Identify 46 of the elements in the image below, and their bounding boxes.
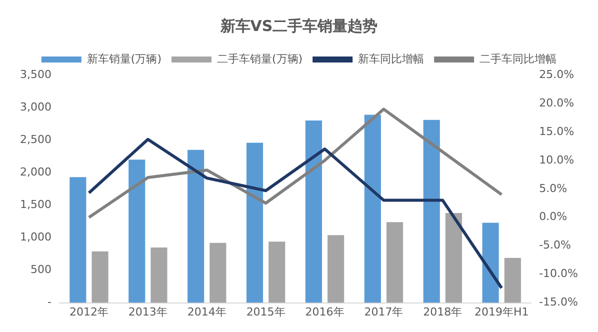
bar xyxy=(364,114,381,303)
y2-tick-label: 0.0% xyxy=(539,210,568,224)
y-tick-label: - xyxy=(48,296,52,309)
y-tick-label: 3,000 xyxy=(20,100,52,114)
x-tick-label: 2013年 xyxy=(128,305,168,318)
bar xyxy=(150,247,168,303)
x-tick-label: 2014年 xyxy=(187,305,226,318)
y2-tick-label: 20.0% xyxy=(539,96,574,110)
y-tick-label: 2,000 xyxy=(20,165,52,178)
y2-tick-label: 25.0% xyxy=(539,68,574,81)
x-tick-label: 2017年 xyxy=(364,305,404,318)
bar xyxy=(210,242,226,303)
x-tick-label: 2018年 xyxy=(423,305,462,318)
y2-tick-label: -10.0% xyxy=(539,267,578,280)
bar xyxy=(92,251,108,303)
x-tick-label: 2019年H1 xyxy=(474,305,529,318)
bar xyxy=(305,120,322,303)
y2-tick-label: 15.0% xyxy=(539,124,574,138)
legend-label: 二手车同比增幅 xyxy=(480,52,557,66)
y2-tick-label: 10.0% xyxy=(539,153,574,166)
y2-tick-label: -5.0% xyxy=(539,238,572,252)
y-tick-label: 1,000 xyxy=(20,230,52,244)
y2-tick-label: -15.0% xyxy=(539,296,578,309)
chart-title: 新车VS二手车销量趋势 xyxy=(219,16,378,35)
bar xyxy=(246,142,264,303)
y2-tick-label: 5.0% xyxy=(539,182,568,195)
legend-label: 二手车销量(万辆) xyxy=(217,52,303,66)
bar xyxy=(188,150,204,303)
x-tick-label: 2015年 xyxy=(246,305,286,318)
y-tick-label: 2,500 xyxy=(20,132,52,146)
bar xyxy=(482,222,499,303)
x-tick-label: 2016年 xyxy=(305,305,344,318)
y-tick-label: 1,500 xyxy=(20,198,52,212)
bar xyxy=(328,235,344,303)
bar xyxy=(268,242,286,303)
bar xyxy=(70,177,86,303)
bar xyxy=(423,120,440,303)
bar xyxy=(504,258,521,303)
y-tick-label: 3,500 xyxy=(20,68,52,81)
legend-label: 新车同比增幅 xyxy=(358,52,424,66)
bar xyxy=(445,212,462,303)
x-tick-label: 2012年 xyxy=(69,305,108,318)
bar xyxy=(386,222,404,303)
y-tick-label: 500 xyxy=(30,263,52,276)
bar xyxy=(128,160,146,303)
legend-label: 新车销量(万辆) xyxy=(86,52,162,66)
